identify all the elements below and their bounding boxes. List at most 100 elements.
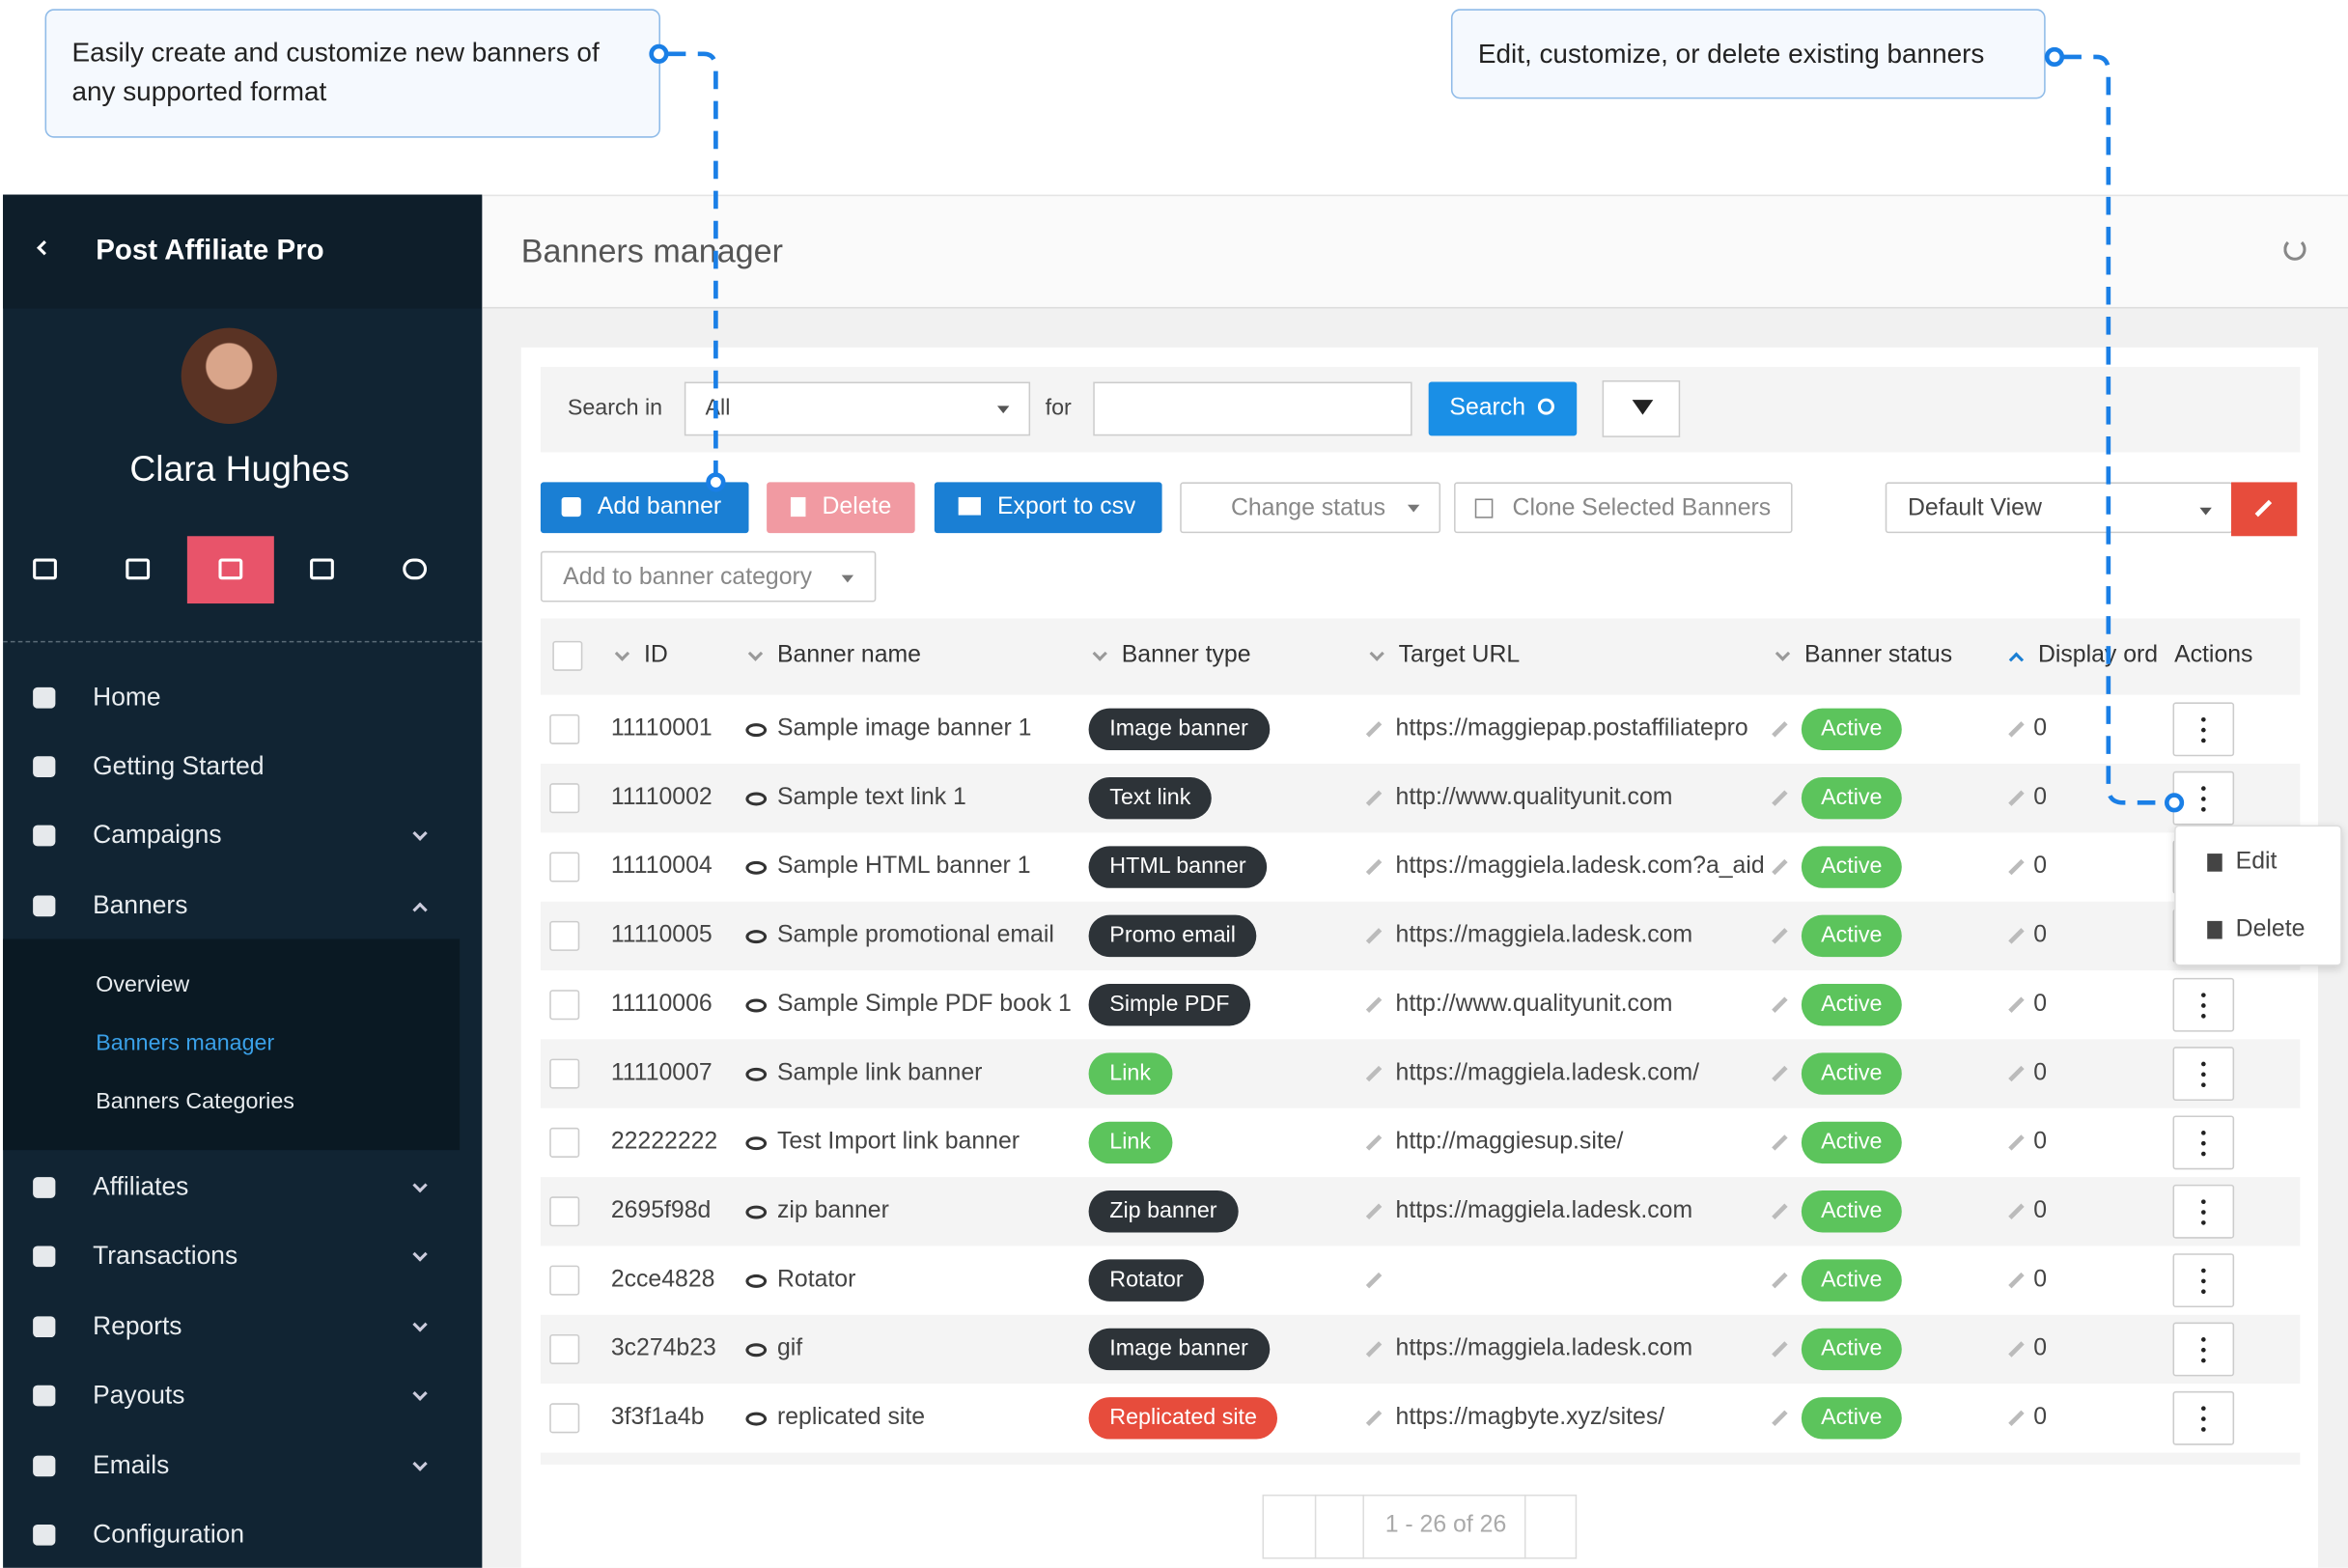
menu-item[interactable]: Emails	[93, 1450, 170, 1480]
button-label: Default View	[1907, 495, 2042, 521]
banner-type: Zip banner	[1088, 1190, 1239, 1233]
button[interactable]: Export to csv	[934, 482, 1162, 534]
actions-button[interactable]	[2172, 1115, 2235, 1170]
search-input[interactable]	[1093, 381, 1412, 436]
column-header[interactable]: ID	[643, 642, 668, 668]
banner-type: Simple PDF	[1088, 984, 1251, 1026]
banner-status: Active	[1801, 914, 1902, 958]
sidebar-header	[3, 194, 483, 309]
export-icon	[958, 496, 981, 516]
actions-button[interactable]	[2172, 1322, 2235, 1377]
active-tab[interactable]	[186, 536, 274, 604]
eye-icon	[745, 1274, 768, 1288]
dot	[2200, 1268, 2206, 1274]
menu-item[interactable]: Campaigns	[93, 820, 222, 850]
button[interactable]: Add to banner category	[540, 550, 877, 602]
search-button[interactable]: Search	[1428, 381, 1578, 436]
checkbox[interactable]	[549, 783, 580, 814]
checkbox[interactable]	[549, 852, 580, 882]
callout	[1450, 9, 2046, 99]
nav-icon[interactable]	[33, 558, 57, 580]
submenu-item[interactable]: Overview	[96, 971, 190, 997]
menu-item[interactable]: Reports	[93, 1311, 182, 1341]
nav-icon[interactable]	[403, 558, 428, 580]
display-order: 0	[2033, 1197, 2048, 1224]
banner-type: Promo email	[1088, 914, 1257, 958]
target-url: https://maggiela.ladesk.com/	[1395, 1060, 1700, 1086]
menu-item[interactable]: Affiliates	[93, 1172, 189, 1201]
eye-icon	[745, 998, 768, 1013]
actions-button[interactable]	[2172, 1390, 2235, 1445]
actions-button[interactable]	[2172, 1253, 2235, 1308]
dot	[2200, 1014, 2206, 1019]
actions-button[interactable]	[2172, 1184, 2235, 1239]
checkbox[interactable]	[549, 920, 580, 951]
menu-item[interactable]: Payouts	[93, 1381, 185, 1410]
checkbox[interactable]	[549, 1265, 580, 1296]
row-menu-item[interactable]: Delete	[2235, 916, 2306, 942]
actions-button[interactable]	[2172, 770, 2235, 826]
column-header[interactable]: Banner name	[776, 642, 921, 668]
page-button[interactable]	[1332, 1516, 1354, 1540]
menu-item[interactable]: Getting Started	[93, 751, 265, 781]
checkbox[interactable]	[549, 990, 580, 1021]
display-order: 0	[2033, 1404, 2048, 1431]
menu-icon	[33, 1385, 56, 1407]
eye-icon	[745, 1343, 768, 1358]
nav-icon[interactable]	[126, 558, 151, 580]
column-header[interactable]: Banner status	[1803, 642, 1953, 668]
checkbox[interactable]	[549, 1058, 580, 1089]
checkbox[interactable]	[549, 714, 580, 744]
checkbox[interactable]	[552, 640, 583, 671]
display-order: 0	[2033, 922, 2048, 948]
button[interactable]: Clone Selected Banners	[1454, 482, 1793, 534]
nav-icon[interactable]	[310, 558, 334, 580]
menu-item[interactable]: Home	[93, 683, 161, 712]
menu-item[interactable]: Transactions	[93, 1241, 238, 1271]
actions-button[interactable]	[2172, 1047, 2235, 1101]
button[interactable]: Delete	[767, 482, 915, 534]
menu-item[interactable]: Configuration	[93, 1520, 245, 1549]
callout-text: Easily create and customize new banners …	[71, 37, 600, 107]
banner-status: Active	[1801, 846, 1902, 888]
banner-status: Active	[1801, 1397, 1902, 1440]
page-button[interactable]	[1280, 1516, 1301, 1540]
row-menu-item[interactable]: Edit	[2235, 849, 2278, 875]
select[interactable]	[684, 381, 1031, 436]
checkbox[interactable]	[549, 1403, 580, 1434]
refresh-icon[interactable]	[2283, 238, 2306, 261]
banner-id: 11110007	[610, 1060, 713, 1086]
sidebar	[3, 194, 483, 1568]
page-button[interactable]	[1544, 1516, 1565, 1540]
banner-status: Active	[1801, 1328, 1902, 1371]
plus-icon	[561, 496, 581, 518]
caret	[841, 574, 854, 583]
banner-status: Active	[1801, 1121, 1902, 1164]
eye-icon	[745, 1205, 768, 1219]
nav-icon[interactable]	[218, 558, 243, 580]
button[interactable]: Change status	[1180, 482, 1441, 534]
checkbox[interactable]	[549, 1127, 580, 1158]
column-header[interactable]: Display ord	[2037, 642, 2159, 668]
column-header[interactable]: Target URL	[1398, 642, 1521, 668]
submenu-item[interactable]: Banners Categories	[96, 1088, 294, 1114]
row-menu	[2174, 825, 2342, 966]
display-order: 0	[2033, 854, 2048, 880]
actions-button[interactable]	[2172, 977, 2235, 1032]
submenu-item[interactable]: Banners manager	[96, 1030, 275, 1056]
menu-icon	[33, 686, 56, 709]
actions-button[interactable]	[2172, 702, 2235, 757]
checkbox[interactable]	[549, 1333, 580, 1364]
dot	[2200, 1347, 2206, 1353]
banner-name: Rotator	[776, 1267, 856, 1293]
button-label: Delete	[822, 493, 892, 520]
button[interactable]: Default View	[1885, 482, 2233, 534]
banner-id: 11110005	[610, 922, 713, 948]
menu-icon	[33, 1316, 56, 1338]
banner-name: Sample link banner	[776, 1060, 983, 1086]
menu-item[interactable]: Banners	[93, 890, 188, 920]
column-header[interactable]: Banner type	[1121, 642, 1251, 668]
checkbox[interactable]	[549, 1196, 580, 1227]
dot	[2200, 1416, 2206, 1421]
